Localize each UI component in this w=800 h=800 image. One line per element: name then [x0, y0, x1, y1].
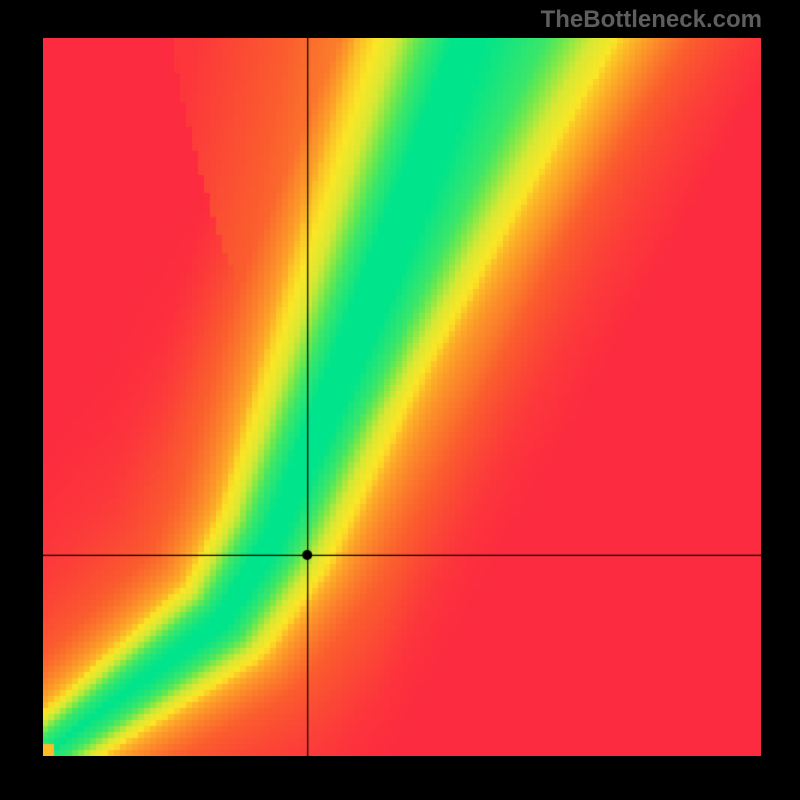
- watermark-text: TheBottleneck.com: [541, 6, 762, 34]
- bottleneck-heatmap: [43, 38, 761, 756]
- chart-container: TheBottleneck.com: [0, 0, 800, 800]
